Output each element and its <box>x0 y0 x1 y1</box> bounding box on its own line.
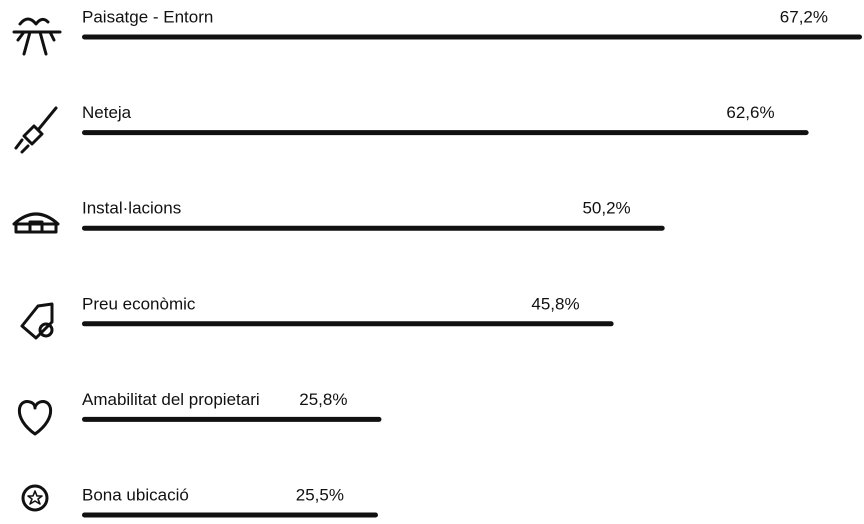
value-label: 25,5% <box>296 485 344 504</box>
bar <box>82 225 665 231</box>
bar <box>82 34 862 40</box>
icons <box>12 17 62 512</box>
category-label: Preu econòmic <box>82 294 196 313</box>
icon-brush <box>14 106 58 154</box>
icon-heart <box>17 400 53 436</box>
icon-star <box>21 484 49 512</box>
bar <box>82 416 382 422</box>
category-label: Bona ubicació <box>82 485 189 504</box>
bar <box>82 512 378 518</box>
value-label: 67,2% <box>780 7 828 26</box>
value-label: 62,6% <box>726 103 774 122</box>
icon-building <box>12 212 60 234</box>
bar <box>82 321 614 327</box>
icon-tag <box>20 302 54 340</box>
category-label: Amabilitat del propietari <box>82 390 260 409</box>
icon-landscape <box>12 17 62 56</box>
value-label: 50,2% <box>582 199 630 218</box>
category-label: Instal·lacions <box>82 199 181 218</box>
bar <box>82 130 809 136</box>
value-label: 45,8% <box>531 294 579 313</box>
value-label: 25,8% <box>299 390 347 409</box>
category-label: Neteja <box>82 103 132 122</box>
category-label: Paisatge - Entorn <box>82 7 213 26</box>
